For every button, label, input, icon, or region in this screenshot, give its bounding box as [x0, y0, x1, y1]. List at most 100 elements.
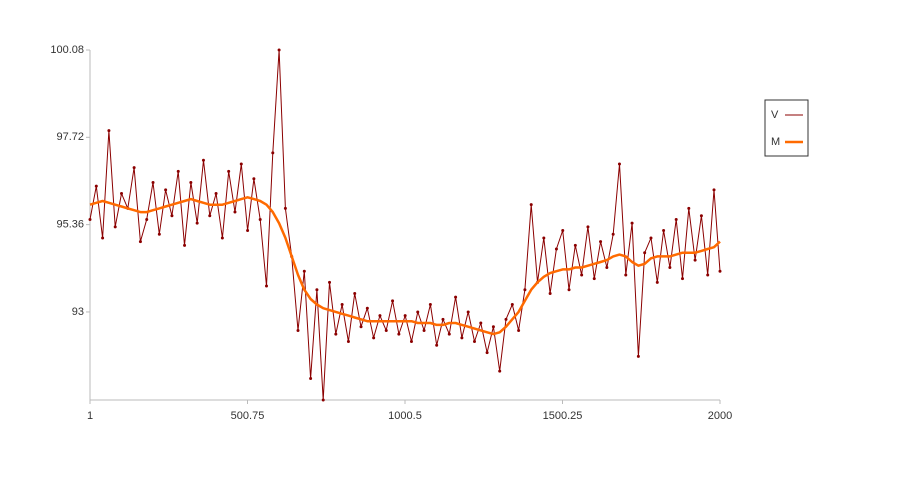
- point: [485, 351, 489, 355]
- point: [567, 288, 571, 292]
- point: [649, 236, 653, 240]
- point: [151, 180, 155, 184]
- point: [328, 280, 332, 284]
- point: [101, 236, 105, 240]
- point: [586, 225, 590, 229]
- point: [195, 221, 199, 225]
- point: [88, 217, 92, 221]
- point: [120, 192, 124, 196]
- point: [479, 321, 483, 325]
- point: [712, 188, 716, 192]
- point: [416, 310, 420, 314]
- point: [227, 169, 231, 173]
- point: [107, 129, 111, 133]
- point: [523, 288, 527, 292]
- point: [447, 332, 451, 336]
- point: [491, 325, 495, 329]
- point: [359, 325, 363, 329]
- point: [706, 273, 710, 277]
- y-tick-label: 100.08: [50, 44, 84, 56]
- point: [220, 236, 224, 240]
- point: [573, 243, 577, 247]
- point: [378, 314, 382, 318]
- point: [208, 214, 212, 218]
- x-tick-label: 1: [87, 410, 93, 422]
- point: [397, 332, 401, 336]
- point: [321, 398, 325, 402]
- point: [674, 217, 678, 221]
- y-tick-label: 95.36: [56, 219, 84, 231]
- point: [472, 340, 476, 344]
- point: [422, 328, 426, 332]
- point: [334, 332, 338, 336]
- x-tick-label: 1000.5: [388, 410, 422, 422]
- point: [529, 203, 533, 207]
- point: [636, 354, 640, 358]
- point: [372, 336, 376, 340]
- point: [302, 269, 306, 273]
- point: [391, 299, 395, 303]
- point: [340, 303, 344, 307]
- point: [132, 166, 136, 170]
- point: [214, 192, 218, 196]
- point: [94, 184, 98, 188]
- series-line: [89, 49, 721, 401]
- point: [643, 251, 647, 255]
- point: [264, 284, 268, 288]
- point: [687, 206, 691, 210]
- point: [680, 277, 684, 281]
- point: [599, 240, 603, 244]
- point: [517, 328, 521, 332]
- point: [699, 214, 703, 218]
- point: [561, 229, 565, 233]
- x-tick-label: 2000: [708, 410, 732, 422]
- point: [164, 188, 168, 192]
- point: [353, 291, 357, 295]
- point: [498, 369, 502, 373]
- point: [510, 303, 514, 307]
- point: [435, 343, 439, 347]
- x-tick-label: 500.75: [231, 410, 265, 422]
- point: [145, 217, 149, 221]
- point: [668, 266, 672, 270]
- point: [239, 162, 243, 166]
- point: [277, 48, 281, 52]
- point: [170, 214, 174, 218]
- point: [548, 291, 552, 295]
- point: [580, 273, 584, 277]
- point: [384, 328, 388, 332]
- y-tick-label: 93: [72, 306, 84, 318]
- point: [504, 317, 508, 321]
- point: [441, 317, 445, 321]
- point: [454, 295, 458, 299]
- point: [189, 180, 193, 184]
- point: [655, 280, 659, 284]
- point: [662, 229, 666, 233]
- x-tick-label: 1500.25: [543, 410, 583, 422]
- point: [611, 232, 615, 236]
- point: [365, 306, 369, 310]
- point: [624, 273, 628, 277]
- point: [138, 240, 142, 244]
- point: [466, 310, 470, 314]
- legend-label: V: [771, 109, 779, 121]
- series-line: [89, 196, 721, 336]
- point: [113, 225, 117, 229]
- y-tick-label: 97.72: [56, 131, 84, 143]
- point: [233, 210, 237, 214]
- point: [605, 266, 609, 270]
- legend-label: M: [771, 136, 780, 148]
- point: [246, 229, 250, 233]
- point: [554, 247, 558, 251]
- point: [542, 236, 546, 240]
- point: [183, 243, 187, 247]
- point: [315, 288, 319, 292]
- legend-box: [764, 99, 809, 157]
- point: [176, 169, 180, 173]
- point: [428, 303, 432, 307]
- point: [283, 206, 287, 210]
- point: [296, 328, 300, 332]
- point: [630, 221, 634, 225]
